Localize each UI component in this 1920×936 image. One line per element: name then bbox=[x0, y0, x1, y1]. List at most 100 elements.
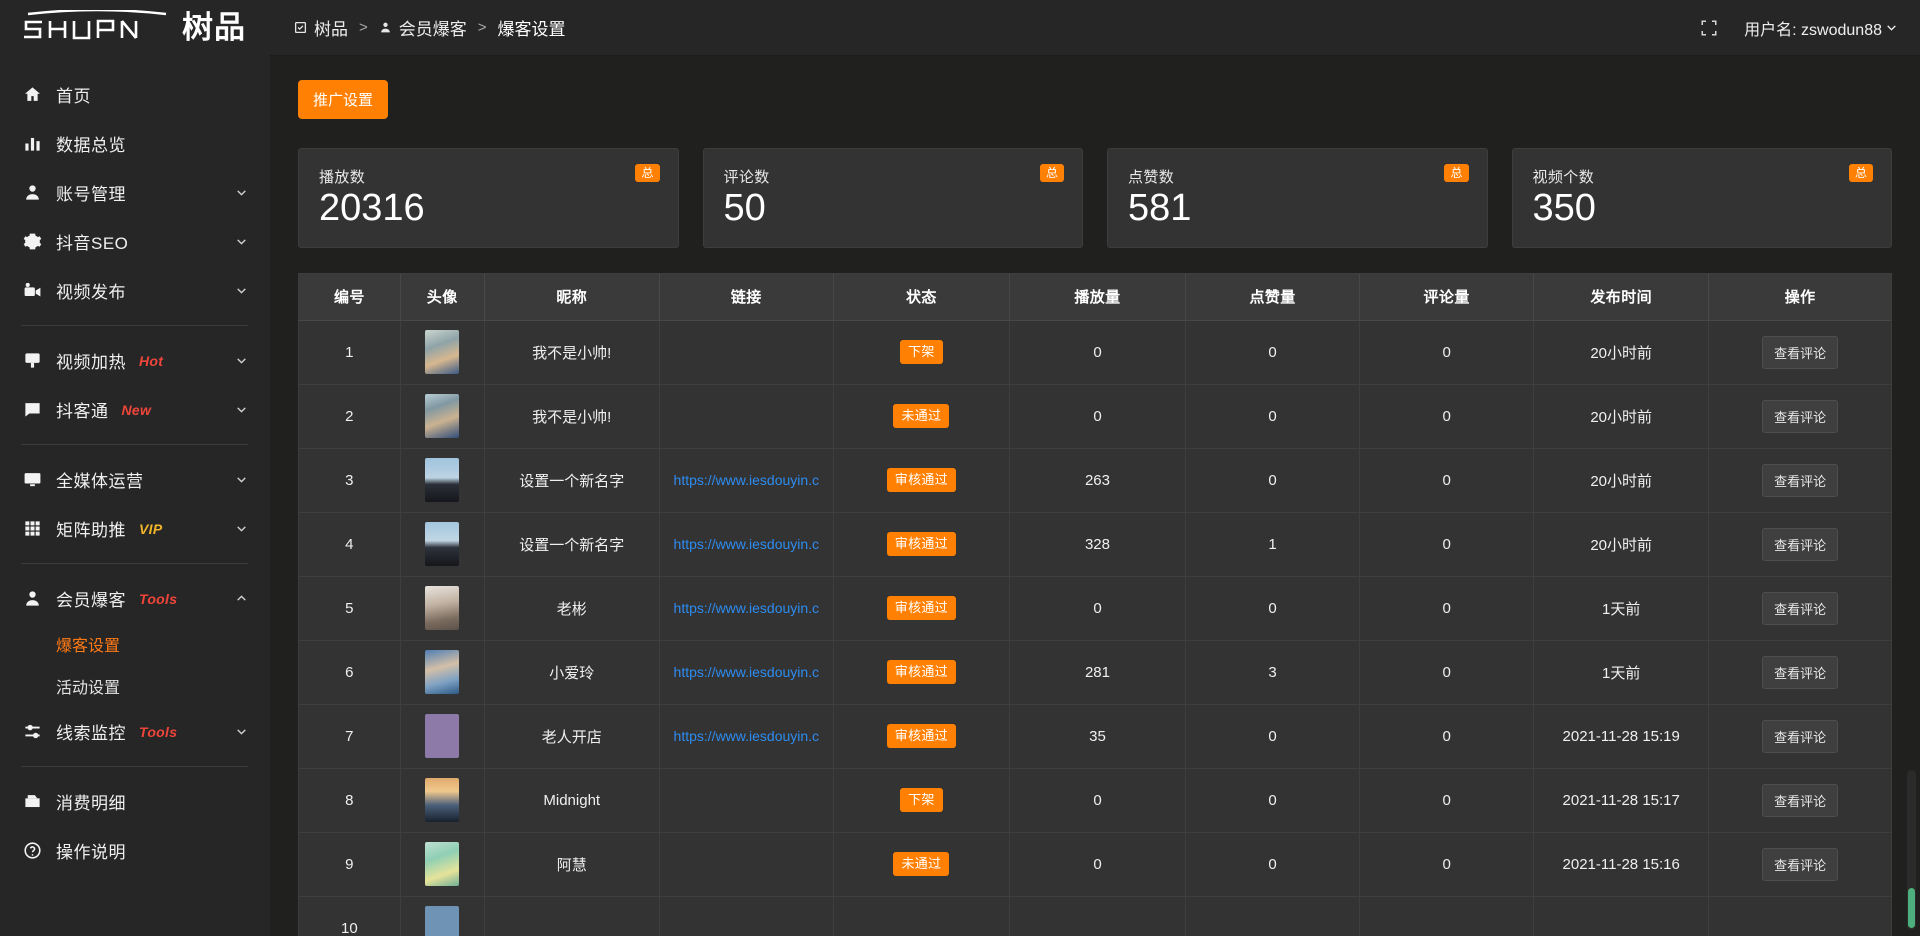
cell-status bbox=[833, 896, 1010, 936]
cell-publish-time: 20小时前 bbox=[1533, 448, 1710, 513]
breadcrumb-item-member[interactable]: 会员爆客 bbox=[379, 15, 467, 40]
cell-avatar bbox=[400, 576, 485, 641]
breadcrumb-item-app[interactable]: 树品 bbox=[294, 15, 348, 40]
row-id: 6 bbox=[345, 663, 354, 681]
sidebar-divider bbox=[21, 444, 248, 445]
sidebar-item-instructions[interactable]: 操作说明 bbox=[0, 826, 270, 875]
cell-actions[interactable]: 查看评论 bbox=[1708, 704, 1891, 769]
cell-actions[interactable]: 查看评论 bbox=[1708, 832, 1891, 897]
cell-actions[interactable]: 查看评论 bbox=[1708, 320, 1891, 385]
view-comments-button[interactable]: 查看评论 bbox=[1762, 783, 1839, 817]
video-table: 编号 头像 昵称 链接 状态 播放量 点赞量 评论量 发布时间 操作 1 我不是小 bbox=[299, 274, 1891, 936]
cell-likes: 0 bbox=[1185, 768, 1361, 833]
cell-id: 9 bbox=[299, 832, 401, 897]
cell-plays: 0 bbox=[1009, 832, 1187, 897]
table-header-row: 编号 头像 昵称 链接 状态 播放量 点赞量 评论量 发布时间 操作 bbox=[299, 274, 1891, 321]
sidebar-item-account-management[interactable]: 账号管理 bbox=[0, 168, 270, 217]
sidebar-item-douyin-seo[interactable]: 抖音SEO bbox=[0, 217, 270, 266]
col-link: 链接 bbox=[659, 274, 834, 321]
view-comments-button[interactable]: 查看评论 bbox=[1762, 463, 1839, 497]
cell-actions[interactable]: 查看评论 bbox=[1708, 448, 1891, 513]
avatar bbox=[425, 906, 460, 936]
view-comments-button[interactable]: 查看评论 bbox=[1762, 847, 1839, 881]
sidebar-item-data-overview[interactable]: 数据总览 bbox=[0, 119, 270, 168]
page-content: 推广设置 播放数 20316 总 评论数 50 总 点赞数 581 总 bbox=[270, 56, 1920, 936]
view-comments-button[interactable]: 查看评论 bbox=[1762, 591, 1839, 625]
cell-nickname: 老彬 bbox=[484, 576, 660, 641]
cell-comments: 0 bbox=[1359, 320, 1535, 385]
status-badge: 审核通过 bbox=[886, 531, 956, 557]
sidebar-item-label: 账号管理 bbox=[56, 185, 126, 204]
sidebar-subitem-baoke-settings[interactable]: 爆客设置 bbox=[0, 623, 270, 665]
stat-card-value: 20316 bbox=[319, 187, 425, 229]
view-comments-button[interactable]: 查看评论 bbox=[1762, 335, 1839, 369]
cell-comments: 0 bbox=[1359, 448, 1535, 513]
app-icon bbox=[294, 21, 307, 34]
cell-id: 3 bbox=[299, 448, 401, 513]
vertical-scrollbar[interactable] bbox=[1907, 770, 1916, 930]
sidebar-item-home[interactable]: 首页 bbox=[0, 70, 270, 119]
stat-card-badge: 总 bbox=[1444, 164, 1469, 183]
cell-actions[interactable]: 查看评论 bbox=[1708, 640, 1891, 705]
sidebar-subitem-activity-settings[interactable]: 活动设置 bbox=[0, 665, 270, 707]
avatar bbox=[425, 650, 460, 694]
cell-status: 下架 bbox=[833, 768, 1010, 833]
table-row: 8 Midnight 下架 0 0 0 2021-11-28 15:17 查看评论 bbox=[299, 768, 1891, 833]
sidebar-item-lead-monitor[interactable]: 线索监控 Tools bbox=[0, 707, 270, 756]
breadcrumb-label: 会员爆客 bbox=[398, 20, 467, 39]
cell-comments: 0 bbox=[1359, 576, 1535, 641]
sidebar-item-video-boost[interactable]: 视频加热 Hot bbox=[0, 336, 270, 385]
view-comments-button[interactable]: 查看评论 bbox=[1762, 655, 1839, 689]
sidebar-item-label: 数据总览 bbox=[56, 136, 126, 155]
cell-actions[interactable]: 查看评论 bbox=[1708, 576, 1891, 641]
cell-plays: 35 bbox=[1009, 704, 1187, 769]
avatar bbox=[425, 714, 460, 758]
row-nickname: 老彬 bbox=[556, 600, 587, 618]
sidebar-item-doukeTong[interactable]: 抖客通 New bbox=[0, 385, 270, 434]
row-id: 4 bbox=[345, 535, 354, 553]
chevron-down-icon bbox=[235, 725, 248, 738]
sidebar-item-matrix-boost[interactable]: 矩阵助推 VIP bbox=[0, 504, 270, 553]
promo-settings-button[interactable]: 推广设置 bbox=[298, 80, 389, 119]
cell-actions[interactable]: 查看评论 bbox=[1708, 768, 1891, 833]
sidebar-item-omnimedia-ops[interactable]: 全媒体运营 bbox=[0, 455, 270, 504]
scrollbar-thumb[interactable] bbox=[1908, 888, 1915, 928]
cell-link[interactable]: https://www.iesdouyin.c bbox=[659, 512, 834, 577]
row-nickname: 老人开店 bbox=[541, 728, 602, 746]
cell-avatar bbox=[400, 832, 485, 897]
cell-link[interactable]: https://www.iesdouyin.c bbox=[659, 448, 834, 513]
video-link[interactable]: https://www.iesdouyin.c bbox=[673, 471, 820, 488]
fullscreen-icon[interactable] bbox=[1700, 19, 1718, 37]
video-link[interactable]: https://www.iesdouyin.c bbox=[673, 663, 820, 680]
stat-card-video-count: 视频个数 350 总 bbox=[1511, 148, 1892, 248]
sidebar-item-video-publish[interactable]: 视频发布 bbox=[0, 266, 270, 315]
video-link[interactable]: https://www.iesdouyin.c bbox=[673, 727, 820, 744]
view-comments-button[interactable]: 查看评论 bbox=[1762, 399, 1839, 433]
cell-link[interactable]: https://www.iesdouyin.c bbox=[659, 576, 834, 641]
sidebar-item-tag: VIP bbox=[139, 520, 163, 537]
video-link[interactable]: https://www.iesdouyin.c bbox=[673, 535, 820, 552]
sidebar-item-member-baoke[interactable]: 会员爆客 Tools bbox=[0, 574, 270, 623]
user-menu[interactable]: 用户名: zswodun88 bbox=[1744, 16, 1898, 40]
table-row: 9 阿慧 未通过 0 0 0 2021-11-28 15:16 查看评论 bbox=[299, 832, 1891, 897]
brand-logo[interactable]: 树品 bbox=[0, 0, 270, 56]
sidebar-item-consumption-details[interactable]: 消费明细 bbox=[0, 777, 270, 826]
col-id: 编号 bbox=[299, 274, 401, 321]
cell-plays: 281 bbox=[1009, 640, 1187, 705]
cell-plays: 328 bbox=[1009, 512, 1187, 577]
sidebar-item-label: 视频发布 bbox=[56, 283, 126, 302]
row-id: 7 bbox=[345, 727, 354, 745]
cell-link[interactable]: https://www.iesdouyin.c bbox=[659, 704, 834, 769]
monitor-icon bbox=[21, 469, 43, 491]
cell-actions[interactable]: 查看评论 bbox=[1708, 512, 1891, 577]
status-badge: 审核通过 bbox=[886, 659, 956, 685]
view-comments-button[interactable]: 查看评论 bbox=[1762, 527, 1839, 561]
cell-actions[interactable]: 查看评论 bbox=[1708, 384, 1891, 449]
cell-likes: 0 bbox=[1185, 704, 1361, 769]
cell-link bbox=[659, 768, 834, 833]
cell-avatar bbox=[400, 384, 485, 449]
video-link[interactable]: https://www.iesdouyin.c bbox=[673, 599, 820, 616]
cell-link[interactable]: https://www.iesdouyin.c bbox=[659, 640, 834, 705]
view-comments-button[interactable]: 查看评论 bbox=[1762, 719, 1839, 753]
